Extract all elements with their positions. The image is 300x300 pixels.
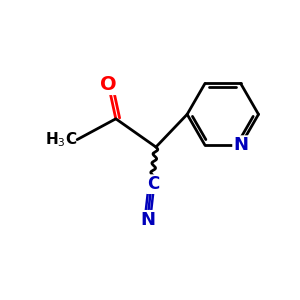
Text: C: C (147, 175, 159, 193)
Text: N: N (233, 136, 248, 154)
Text: H$_3$C: H$_3$C (45, 130, 77, 149)
Text: O: O (100, 75, 117, 94)
Text: N: N (140, 211, 155, 229)
